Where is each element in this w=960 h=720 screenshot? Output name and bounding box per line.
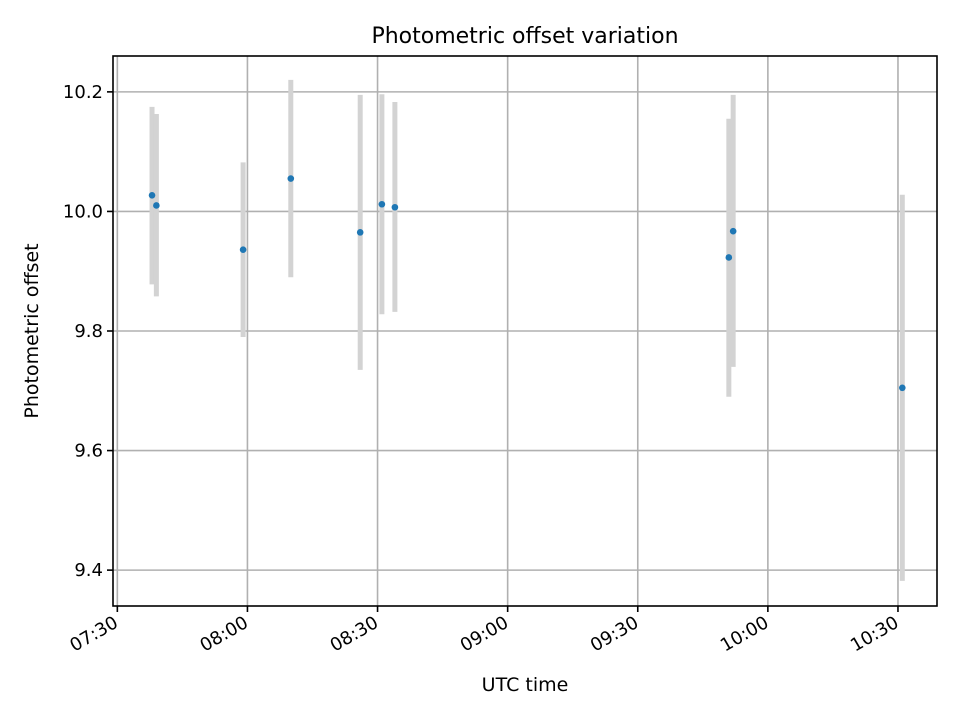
chart-title: Photometric offset variation: [371, 24, 678, 49]
grid-layer: [113, 56, 937, 606]
data-point: [153, 202, 160, 209]
data-point: [287, 175, 295, 182]
y-tick-label: 10.0: [63, 201, 103, 222]
point-layer: [148, 175, 906, 392]
y-tick-label: 9.8: [74, 321, 103, 342]
x-axis-label: UTC time: [482, 674, 569, 696]
data-point: [391, 203, 399, 211]
data-point: [356, 229, 364, 236]
y-tick-label: 9.6: [74, 441, 103, 462]
data-point: [899, 384, 906, 392]
data-point: [378, 200, 386, 208]
y-axis-label: Photometric offset: [21, 243, 43, 418]
data-point: [729, 227, 737, 235]
y-tick-label: 10.2: [63, 82, 103, 103]
data-point: [725, 254, 733, 261]
data-point: [239, 246, 247, 253]
y-tick-label: 9.4: [74, 560, 103, 581]
data-point: [148, 191, 156, 199]
